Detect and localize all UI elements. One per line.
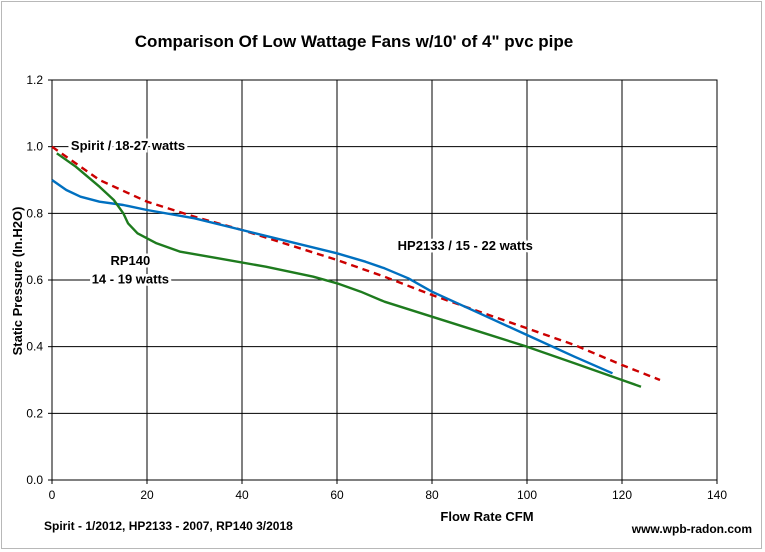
footer-dates: Spirit - 1/2012, HP2133 - 2007, RP140 3/…: [44, 519, 293, 533]
x-tick-label: 60: [330, 488, 344, 502]
y-tick-label: 0.6: [26, 273, 43, 287]
x-tick-label: 80: [425, 488, 439, 502]
x-tick-label: 140: [707, 488, 727, 502]
x-tick-label: 100: [517, 488, 537, 502]
plot-series: [51, 145, 661, 388]
x-tick-label: 20: [140, 488, 154, 502]
rp140-curve: [56, 152, 642, 388]
axis-ticks: 0 20 40 60 80 100 120 140 0.0 0.2 0.4 0.6 0.8 1.0 1.2: [26, 73, 727, 502]
y-tick-label: 0.8: [26, 206, 43, 220]
y-tick-label: 1.2: [26, 73, 43, 87]
y-tick-label: 0.0: [26, 473, 43, 487]
x-tick-label: 120: [612, 488, 632, 502]
y-axis-label: Static Pressure (In.H2O): [10, 207, 25, 356]
spirit-curve: [51, 145, 661, 382]
chart-title: Comparison Of Low Wattage Fans w/10' of …: [135, 32, 573, 51]
footer-website: www.wpb-radon.com: [631, 522, 752, 536]
x-tick-label: 0: [49, 488, 56, 502]
x-tick-label: 40: [235, 488, 249, 502]
y-tick-label: 0.2: [26, 406, 43, 420]
y-tick-label: 1.0: [26, 140, 43, 154]
rp140-label: RP140: [111, 253, 151, 268]
grid: [51, 79, 718, 481]
spirit-label: Spirit / 18-27 watts: [71, 138, 185, 153]
x-axis-label: Flow Rate CFM: [440, 509, 533, 524]
rp140-watts-label: 14 - 19 watts: [92, 271, 169, 286]
annotations: Spirit / 18-27 watts HP2133 / 15 - 22 wat…: [68, 136, 535, 289]
hp2133-label: HP2133 / 15 - 22 watts: [398, 238, 533, 253]
hp2133-curve: [51, 179, 613, 375]
y-tick-label: 0.4: [26, 340, 43, 354]
